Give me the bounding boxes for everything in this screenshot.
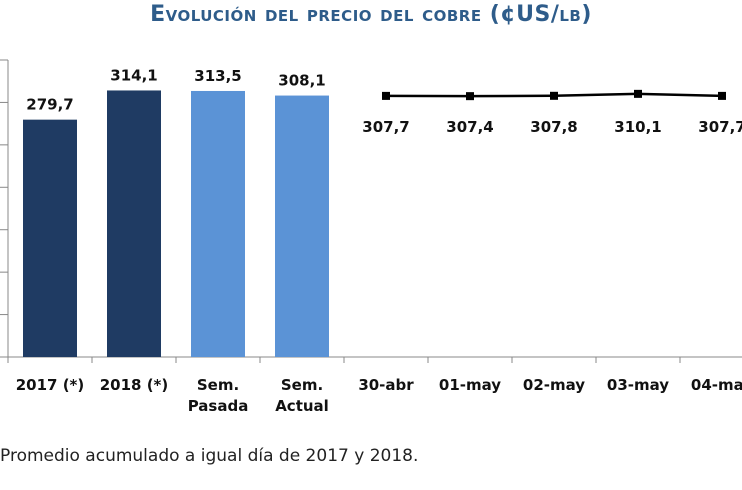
line-value-label: 307,4 <box>446 118 493 136</box>
footnote: Promedio acumulado a igual día de 2017 y… <box>0 446 419 466</box>
x-tick-labels: 2017 (*) 2018 (*) Sem. Pasada Sem. Actual 30-a… <box>16 376 742 415</box>
line-point-marker <box>718 91 726 100</box>
line-value-label: 307,7 <box>698 118 742 136</box>
x-tick-label: Pasada <box>188 397 249 415</box>
bar-3 <box>191 90 245 358</box>
x-tick-label: 03-may <box>607 376 669 394</box>
x-tick-label: 2018 (*) <box>100 376 169 394</box>
chart-title: Evolución del precio del cobre (¢US/lb) <box>150 2 592 27</box>
line-point-marker <box>382 91 390 100</box>
line-value-label: 307,7 <box>362 118 409 136</box>
x-tick-label: 30-abr <box>358 376 414 394</box>
bar-value-label: 313,5 <box>194 67 241 85</box>
line-point-marker <box>466 92 474 101</box>
x-tick-label: Actual <box>275 397 329 415</box>
bar-value-label: 308,1 <box>278 72 325 90</box>
x-tick-label: 02-may <box>523 376 585 394</box>
x-tick-label: Sem. <box>281 376 323 394</box>
x-tick-label: Sem. <box>197 376 239 394</box>
bar-4 <box>275 95 329 357</box>
line-value-label: 310,1 <box>614 118 661 136</box>
x-tick-label: 2017 (*) <box>16 376 85 394</box>
line-point-marker <box>550 91 558 100</box>
bar-series <box>23 90 329 358</box>
data-labels: 279,7 314,1 313,5 308,1 307,7 307,4 307,8 310,1… <box>26 66 742 136</box>
bar-value-label: 314,1 <box>110 66 157 84</box>
line-series <box>382 89 726 101</box>
x-tick-label: 04-may <box>691 376 742 394</box>
bar-1 <box>23 119 77 357</box>
bar-2 <box>107 90 161 357</box>
line-value-label: 307,8 <box>530 118 577 136</box>
line-point-marker <box>634 89 642 98</box>
bar-value-label: 279,7 <box>26 96 73 114</box>
x-tick-label: 01-may <box>439 376 501 394</box>
